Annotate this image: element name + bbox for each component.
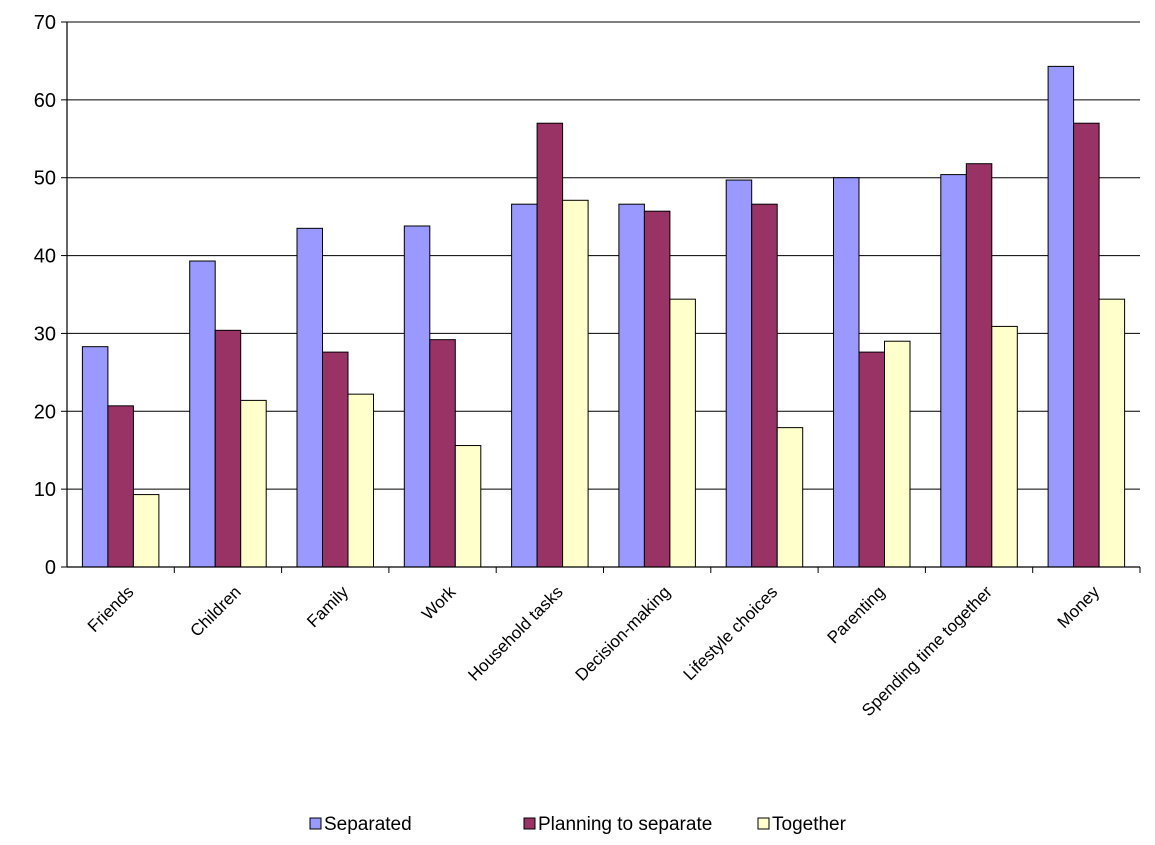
bar-1-5 <box>511 203 538 568</box>
bar-2-5 <box>536 122 564 568</box>
bar-1-2 <box>189 260 216 568</box>
bar-3-1 <box>132 494 160 568</box>
y-tick-label-40: 40 <box>34 246 56 268</box>
bar-2-8 <box>858 351 885 568</box>
bar-1-9 <box>940 174 967 568</box>
y-tick-label-70: 70 <box>34 12 56 34</box>
x-category-label-2: Children <box>187 582 245 640</box>
x-category-label-5: Household tasks <box>464 582 566 684</box>
y-tick-label-10: 10 <box>34 479 56 501</box>
legend-swatch-3 <box>757 817 770 830</box>
x-category-label-7: Lifestyle choices <box>680 582 782 684</box>
y-tick-label-30: 30 <box>34 323 56 345</box>
bar-2-4 <box>429 339 456 568</box>
bar-3-3 <box>347 393 374 568</box>
bar-3-4 <box>454 445 482 568</box>
y-axis-tick-labels: 0 10 20 30 40 50 60 70 <box>34 12 56 579</box>
x-category-label-10: Money <box>1054 582 1104 632</box>
x-category-label-3: Family <box>303 582 352 631</box>
y-tick-label-50: 50 <box>34 168 56 190</box>
bar-1-7 <box>725 179 753 568</box>
bar-2-9 <box>965 163 993 568</box>
legend-swatch-1 <box>309 817 322 830</box>
bar-3-8 <box>884 340 911 568</box>
bar-2-1 <box>107 405 134 568</box>
x-category-label-4: Work <box>418 582 460 624</box>
bar-2-10 <box>1073 122 1100 568</box>
bar-1-1 <box>81 346 109 568</box>
x-category-label-6: Decision-making <box>572 582 674 684</box>
bar-1-10 <box>1047 65 1075 568</box>
bars <box>81 65 1126 568</box>
axes <box>61 21 1141 573</box>
bar-2-7 <box>751 203 778 568</box>
y-tick-label-20: 20 <box>34 401 56 423</box>
bar-3-9 <box>991 325 1018 568</box>
bar-1-4 <box>403 225 431 568</box>
bar-2-3 <box>322 351 349 568</box>
y-tick-label-60: 60 <box>34 90 56 112</box>
x-category-label-1: Friends <box>84 582 138 636</box>
bar-3-6 <box>669 298 696 568</box>
bar-3-7 <box>776 427 804 568</box>
bar-3-5 <box>562 199 589 568</box>
bar-1-6 <box>618 203 645 568</box>
bar-1-3 <box>296 227 323 568</box>
y-tick-label-0: 0 <box>45 557 56 579</box>
bar-3-10 <box>1098 298 1126 568</box>
x-category-label-8: Parenting <box>824 582 889 647</box>
legend-label-2: Planning to separate <box>538 814 712 835</box>
legend: Separated Planning to separate Together <box>309 814 847 835</box>
bar-3-2 <box>240 399 267 568</box>
x-axis-category-labels: Friends Children Family Work Household tasks… <box>84 582 1104 720</box>
legend-label-1: Separated <box>324 814 412 835</box>
legend-label-3: Together <box>772 814 847 835</box>
bar-1-8 <box>833 177 860 568</box>
legend-swatch-2 <box>523 817 536 830</box>
bar-2-6 <box>643 210 671 568</box>
bar-2-2 <box>214 329 242 568</box>
